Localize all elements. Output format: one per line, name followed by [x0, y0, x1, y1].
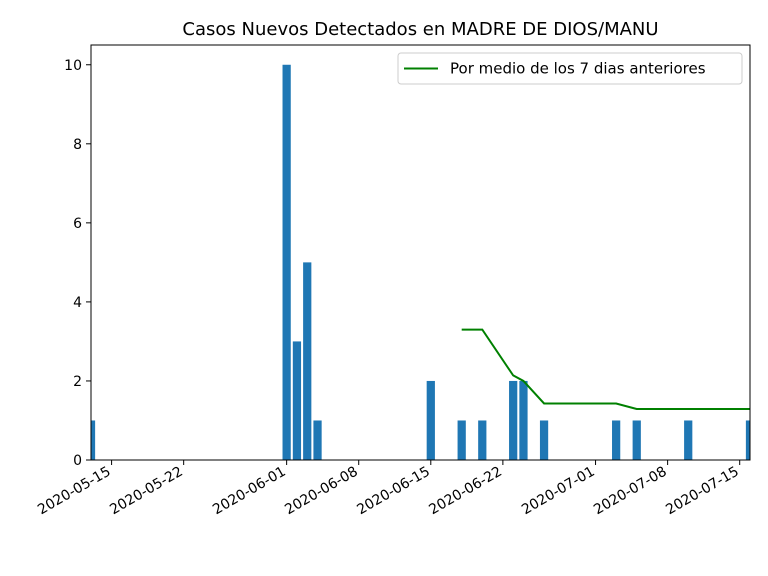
- x-tick-label: 2020-05-22: [107, 464, 185, 519]
- bar-2020-06-26: [539, 420, 549, 460]
- plot-frame: [90, 44, 751, 461]
- x-tick-label: 2020-06-08: [282, 464, 360, 519]
- bar-2020-06-23: [509, 380, 518, 460]
- series-line-0: [461, 328, 750, 411]
- legend-box: [397, 52, 743, 85]
- x-tick-label: 2020-07-08: [591, 464, 669, 519]
- bar-2020-06-18: [457, 420, 466, 460]
- bar-2020-06-03: [303, 262, 312, 460]
- bar-2020-07-10: [684, 420, 693, 460]
- lines-group: [461, 328, 750, 411]
- bar-2020-06-24: [519, 380, 528, 460]
- x-tick-label: 2020-06-22: [426, 464, 504, 519]
- y-tick-label: 8: [73, 137, 82, 153]
- y-tick-label: 10: [64, 58, 82, 74]
- x-tick-label: 2020-07-01: [519, 464, 597, 519]
- bar-2020-06-02: [292, 341, 302, 460]
- y-tick-label: 0: [73, 453, 82, 469]
- y-tick-label: 2: [73, 374, 82, 390]
- y-tick-label: 4: [73, 295, 82, 311]
- bar-2020-07-03: [612, 420, 621, 460]
- bar-2020-07-05: [632, 420, 641, 460]
- x-tick-label: 2020-07-15: [663, 464, 741, 519]
- bar-2020-06-15: [426, 380, 435, 460]
- bar-2020-05-13: [91, 420, 96, 460]
- bars-group: [91, 64, 750, 460]
- y-axis: 0 2 4 6 8 10: [64, 58, 91, 469]
- chart-title: Casos Nuevos Detectados en MADRE DE DIOS…: [182, 19, 658, 40]
- x-tick-label: 2020-06-01: [210, 464, 288, 519]
- legend-label: Por medio de los 7 dias anteriores: [450, 60, 706, 78]
- x-tick-label: 2020-05-15: [35, 464, 113, 519]
- legend: Por medio de los 7 dias anteriores: [397, 52, 743, 85]
- bar-2020-06-04: [313, 420, 322, 460]
- bar-2020-06-01: [282, 64, 291, 460]
- x-tick-label: 2020-06-15: [354, 464, 432, 519]
- bar-2020-06-20: [478, 420, 487, 460]
- y-tick-label: 6: [73, 216, 82, 232]
- bar-2020-07-16: [745, 420, 750, 460]
